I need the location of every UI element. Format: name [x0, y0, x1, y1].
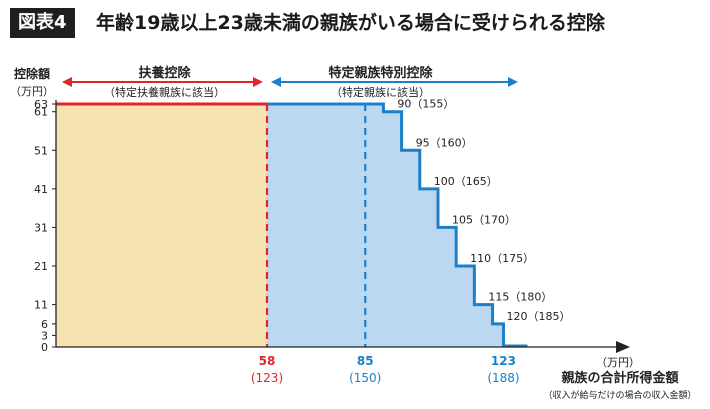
figure-title: 年齢19歳以上23歳未満の親族がいる場合に受けられる控除	[96, 12, 605, 34]
x-boundary-label-58: 58	[259, 354, 276, 368]
y-tick-label-11: 11	[34, 299, 48, 312]
step-label-110: 110（175）	[470, 252, 534, 265]
x-boundary-label-85: 85	[357, 354, 374, 368]
y-tick-label-0: 0	[41, 341, 48, 354]
y-tick-label-51: 51	[34, 144, 48, 157]
x-boundary-sub-58: (123)	[251, 371, 283, 385]
y-tick-label-21: 21	[34, 260, 48, 273]
x-axis-arrowhead	[616, 341, 630, 353]
step-label-95: 95（160）	[416, 136, 473, 149]
y-tick-label-61: 61	[34, 106, 48, 119]
y-tick-label-41: 41	[34, 183, 48, 196]
chart-lines	[56, 102, 528, 348]
x-axis-unit: （万円）	[596, 356, 640, 369]
y-axis-unit: （万円）	[10, 85, 54, 98]
x-axis-note: （収入が給与だけの場合の収入金額）	[543, 389, 696, 401]
x-boundary-label-123: 123	[491, 354, 516, 368]
y-tick-label-63: 63	[34, 98, 48, 111]
range-subtitle-1: （特定扶養親族に該当）	[104, 85, 225, 99]
tokutei-area	[267, 104, 504, 347]
y-tick-label-3: 3	[41, 329, 48, 342]
x-boundary-sub-85: (150)	[349, 371, 381, 385]
y-tick-label-6: 6	[41, 318, 48, 331]
figure-header: 図表4 年齢19歳以上23歳未満の親族がいる場合に受けられる控除	[0, 0, 710, 44]
chart-areas	[56, 104, 504, 347]
range-arrowhead-left-2	[271, 77, 281, 87]
range-arrowhead-left-1	[62, 77, 72, 87]
x-boundary-sub-123: (188)	[487, 371, 519, 385]
y-tick-label-31: 31	[34, 221, 48, 234]
tokutei-step-line	[267, 102, 505, 347]
y-axis-title: 控除額	[14, 66, 50, 81]
figure-badge: 図表4	[10, 8, 75, 38]
range-title-2: 特定親族特別控除	[328, 65, 433, 81]
range-subtitle-2: （特定親族に該当）	[331, 85, 430, 99]
fuyo-area	[56, 104, 267, 347]
step-label-90: 90（155）	[397, 98, 454, 111]
step-label-105: 105（170）	[452, 213, 516, 226]
step-label-100: 100（165）	[434, 175, 498, 188]
step-label-120: 120（185）	[507, 310, 571, 323]
range-arrowhead-right-1	[253, 77, 263, 87]
x-axis-title: 親族の合計所得金額	[561, 370, 678, 386]
range-arrowhead-right-2	[508, 77, 518, 87]
step-label-115: 115（180）	[488, 291, 552, 304]
range-title-1: 扶養控除	[138, 65, 191, 81]
chart-axes	[52, 100, 630, 353]
